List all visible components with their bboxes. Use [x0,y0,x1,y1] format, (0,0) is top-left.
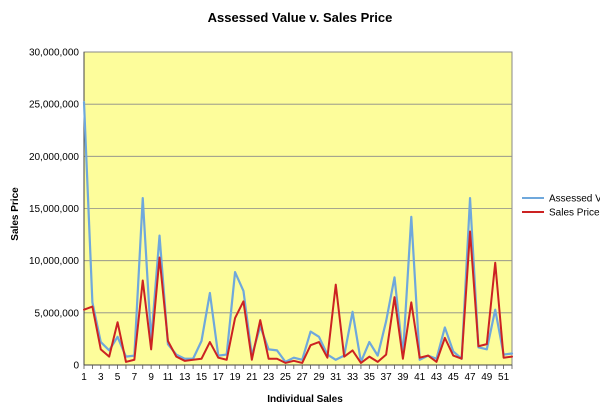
x-tick-label: 39 [397,372,409,383]
x-tick-label: 15 [196,372,208,383]
y-tick-label: 20,000,000 [29,152,79,163]
x-tick-label: 35 [364,372,376,383]
y-axis-title: Sales Price [10,187,21,241]
x-tick-label: 19 [229,372,241,383]
legend-label-1: Sales Price [549,208,600,219]
x-tick-label: 13 [179,372,191,383]
assessed-values-series-line [82,100,514,363]
x-tick-label: 17 [213,372,225,383]
y-tick-label: 5,000,000 [35,308,80,319]
x-tick-label: 7 [132,372,138,383]
x-tick-label: 27 [297,372,309,383]
x-axis-title: Individual Sales [267,394,343,405]
x-tick-label: 11 [163,372,174,383]
x-tick-label: 21 [246,372,258,383]
x-tick-label: 47 [464,372,476,383]
legend: Assessed Values Sales Price [522,194,600,219]
x-tick-label: 9 [148,372,154,383]
x-tick-label: 29 [313,372,325,383]
series-layer [82,100,514,364]
x-tick-label: 5 [115,372,121,383]
x-tick-label: 23 [263,372,275,383]
y-tick-label: 15,000,000 [29,204,79,215]
x-tick-label: 43 [431,372,443,383]
x-tick-label: 49 [481,372,493,383]
sales-price-series-line [83,230,513,364]
x-tick-label: 33 [347,372,359,383]
x-tick-label: 3 [98,372,104,383]
x-tick-label: 51 [498,372,510,383]
y-tick-label: 30,000,000 [29,48,79,59]
y-tick-label: 10,000,000 [29,256,79,267]
x-axis-ticks: 1 3 5 7 9 11 13 15 17 19 21 23 25 27 29 31 33 35 37 39 41 43 4… [81,365,513,383]
x-tick-label: 41 [414,372,426,383]
x-tick-label: 25 [280,372,292,383]
y-tick-label: 25,000,000 [29,100,79,111]
x-tick-label: 45 [448,372,460,383]
chart-title: Assessed Value v. Sales Price [208,10,393,25]
legend-label-0: Assessed Values [549,194,600,205]
y-axis-ticks: 0 5,000,000 10,000,000 15,000,000 20,000,000… [29,48,80,372]
x-tick-label: 1 [81,372,87,383]
x-tick-label: 37 [381,372,393,383]
y-tick-label: 0 [73,361,79,372]
x-tick-label: 31 [330,372,342,383]
